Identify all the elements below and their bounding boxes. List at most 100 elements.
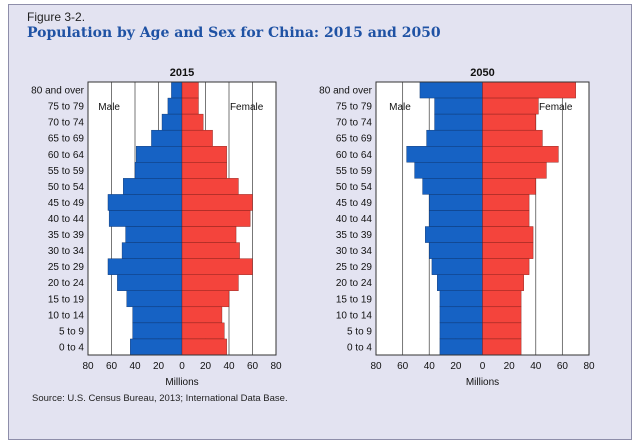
- female-bar: [482, 97, 539, 115]
- age-group-label: 25 to 29: [336, 262, 373, 273]
- female-bar: [482, 258, 530, 275]
- pyramid-2015: 2015 80 and over 75 to 79 70 to 74 65 to 69 6…: [31, 67, 282, 388]
- female-bar: [181, 194, 253, 211]
- female-bar: [482, 306, 522, 324]
- age-group-label: 15 to 19: [48, 294, 85, 305]
- age-group-label: 0 to 4: [347, 342, 372, 353]
- x-tick-label: 40: [223, 361, 235, 372]
- female-bar: [482, 338, 522, 356]
- male-bar: [439, 322, 483, 340]
- male-bar: [161, 113, 183, 131]
- x-tick-label: 80: [583, 361, 595, 372]
- male-bar: [419, 81, 483, 99]
- male-bar: [151, 129, 183, 147]
- female-bar: [181, 113, 204, 131]
- male-bar: [126, 290, 183, 308]
- x-tick-label: 40: [129, 361, 141, 372]
- x-tick-label: 20: [200, 361, 212, 372]
- age-group-label: 60 to 64: [48, 150, 85, 161]
- age-group-label: 70 to 74: [48, 118, 85, 129]
- age-group-label: 40 to 44: [48, 214, 85, 225]
- x-tick-label: 60: [106, 361, 118, 372]
- x-tick-label: 40: [530, 361, 542, 372]
- age-group-label: 20 to 24: [48, 278, 85, 289]
- male-bar: [130, 338, 183, 356]
- female-bar: [482, 226, 534, 243]
- age-group-label: 65 to 69: [48, 134, 85, 145]
- male-label: Male: [389, 102, 411, 113]
- male-bar: [406, 146, 483, 163]
- male-bar: [439, 306, 483, 324]
- chart-title: 2050: [470, 67, 494, 79]
- x-tick-label: 20: [504, 361, 516, 372]
- age-group-label: 65 to 69: [336, 134, 373, 145]
- female-bar: [482, 178, 536, 195]
- male-label: Male: [98, 102, 120, 113]
- male-bar: [123, 178, 183, 195]
- female-bar: [181, 129, 213, 147]
- female-bar: [482, 290, 522, 308]
- male-bar: [434, 113, 483, 131]
- male-bar: [437, 274, 483, 291]
- male-bar: [434, 97, 483, 115]
- age-group-label: 55 to 59: [48, 166, 85, 177]
- age-group-label: 75 to 79: [336, 102, 373, 113]
- female-bar: [181, 322, 225, 340]
- male-bar: [422, 178, 483, 195]
- female-bar: [482, 210, 530, 227]
- age-group-label: 30 to 34: [48, 246, 85, 257]
- female-bar: [181, 290, 230, 308]
- male-bar: [117, 274, 183, 291]
- age-group-label: 20 to 24: [336, 278, 373, 289]
- male-bar: [125, 226, 183, 243]
- male-bar: [414, 162, 483, 179]
- age-group-label: 70 to 74: [336, 118, 373, 129]
- male-bar: [431, 258, 483, 275]
- female-bar: [482, 113, 536, 131]
- female-bar: [181, 306, 223, 324]
- age-group-label: 60 to 64: [336, 150, 373, 161]
- male-bar: [108, 210, 183, 227]
- female-bar: [482, 81, 576, 99]
- male-bar: [121, 242, 183, 259]
- female-bar: [181, 210, 251, 227]
- female-bar: [181, 226, 237, 243]
- female-bar: [482, 242, 534, 259]
- age-group-label: 80 and over: [319, 86, 372, 97]
- age-group-label: 10 to 14: [336, 310, 373, 321]
- male-bar: [425, 226, 483, 243]
- male-bar: [135, 146, 183, 163]
- male-bar: [429, 194, 483, 211]
- age-group-label: 25 to 29: [48, 262, 85, 273]
- female-bar: [181, 162, 227, 179]
- female-bar: [181, 338, 227, 356]
- male-bar: [171, 81, 183, 99]
- female-bar: [181, 97, 199, 115]
- age-group-label: 30 to 34: [336, 246, 373, 257]
- x-tick-label: 80: [82, 361, 94, 372]
- x-tick-label: 80: [370, 361, 382, 372]
- x-tick-label: 0: [480, 361, 486, 372]
- x-tick-label: 60: [247, 361, 259, 372]
- male-bar: [429, 242, 483, 259]
- x-axis-label: Millions: [165, 377, 198, 388]
- female-bar: [181, 274, 239, 291]
- pyramid-2050: 2050 80 and over 75 to 79 70 to 74 65 to 69 6…: [319, 67, 595, 388]
- age-group-label: 45 to 49: [48, 198, 85, 209]
- plot-border: [375, 81, 590, 356]
- female-label: Female: [539, 102, 573, 113]
- female-bar: [181, 178, 239, 195]
- figure-label: Figure 3-2.: [27, 10, 86, 24]
- plot-border: [87, 81, 277, 356]
- male-bar: [107, 258, 183, 275]
- male-bar: [132, 306, 183, 324]
- male-bar: [107, 194, 183, 211]
- age-group-label: 35 to 39: [48, 230, 85, 241]
- male-bar: [134, 162, 183, 179]
- male-bar: [429, 210, 483, 227]
- x-tick-label: 60: [557, 361, 569, 372]
- age-group-label: 80 and over: [31, 86, 84, 97]
- female-bar: [482, 146, 559, 163]
- female-bar: [181, 258, 253, 275]
- female-label: Female: [230, 102, 264, 113]
